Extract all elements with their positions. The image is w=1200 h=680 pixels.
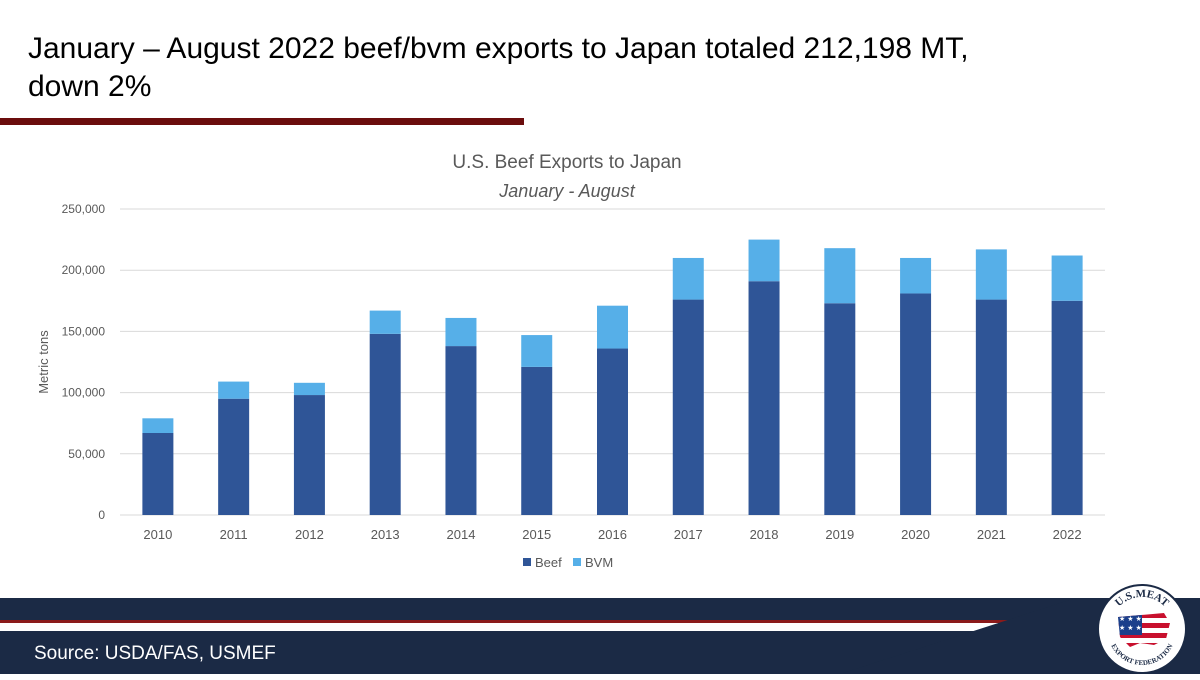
flag-map-icon: ★ ★ ★ ★ ★ ★ [1118, 613, 1170, 647]
bar-bvm-2016 [597, 305, 628, 349]
chart-subtitle: January - August [498, 181, 635, 201]
bar-beef-2014 [445, 346, 477, 515]
bar-bvm-2012 [293, 382, 325, 396]
legend-swatch-bvm [573, 558, 581, 566]
y-tick-label: 200,000 [62, 263, 106, 277]
x-tick-label: 2012 [295, 527, 324, 542]
bar-beef-2022 [1051, 300, 1083, 515]
bar-bvm-2020 [900, 257, 932, 294]
legend-swatch-beef [523, 558, 531, 566]
x-tick-label: 2019 [825, 527, 854, 542]
y-tick-label: 0 [98, 508, 105, 522]
svg-text:★ ★ ★: ★ ★ ★ [1119, 624, 1142, 632]
y-tick-label: 250,000 [62, 202, 106, 216]
slide-title: January – August 2022 beef/bvm exports t… [28, 32, 969, 103]
bar-beef-2019 [824, 303, 856, 515]
bar-bvm-2022 [1051, 255, 1083, 301]
bar-beef-2016 [597, 348, 628, 515]
legend-label-bvm: BVM [585, 555, 613, 570]
bar-beef-2013 [369, 333, 401, 515]
bar-bvm-2011 [218, 381, 250, 399]
x-tick-label: 2021 [977, 527, 1006, 542]
bar-bvm-2013 [369, 310, 401, 334]
y-axis-label: Metric tons [36, 330, 51, 394]
legend-label-beef: Beef [535, 555, 562, 570]
bar-beef-2018 [748, 281, 780, 515]
bar-beef-2010 [142, 432, 174, 515]
source-note: Source: USDA/FAS, USMEF [34, 643, 276, 664]
bar-beef-2011 [218, 398, 250, 515]
bar-beef-2021 [975, 299, 1007, 515]
x-tick-label: 2020 [901, 527, 930, 542]
usmef-logo: U.S.MEAT EXPORT FEDERATION ★ ★ ★ ★ ★ ★ [1096, 583, 1188, 675]
bar-beef-2012 [293, 395, 325, 515]
bar-beef-2015 [521, 366, 553, 515]
x-tick-label: 2016 [598, 527, 627, 542]
x-tick-label: 2022 [1053, 527, 1082, 542]
bar-bvm-2017 [672, 257, 704, 300]
chart-title: U.S. Beef Exports to Japan [452, 152, 681, 173]
bar-bvm-2018 [748, 239, 780, 282]
x-tick-label: 2013 [371, 527, 400, 542]
bar-bvm-2021 [975, 249, 1007, 300]
bar-bvm-2010 [142, 418, 174, 433]
bar-bvm-2014 [445, 317, 477, 347]
bar-bvm-2019 [824, 248, 856, 304]
x-tick-label: 2017 [674, 527, 703, 542]
y-tick-label: 100,000 [62, 386, 106, 400]
x-tick-label: 2014 [447, 527, 476, 542]
svg-text:★ ★ ★: ★ ★ ★ [1119, 615, 1142, 623]
bar-chart: U.S. Beef Exports to Japan January - Augu… [36, 152, 1105, 570]
x-tick-label: 2015 [522, 527, 551, 542]
title-underline [0, 118, 524, 125]
bar-beef-2017 [672, 299, 704, 515]
y-tick-label: 50,000 [68, 447, 105, 461]
y-tick-label: 150,000 [62, 324, 106, 338]
x-tick-label: 2018 [750, 527, 779, 542]
x-tick-label: 2010 [143, 527, 172, 542]
bar-bvm-2015 [521, 335, 553, 367]
x-tick-label: 2011 [220, 527, 248, 542]
bar-beef-2020 [900, 293, 932, 515]
